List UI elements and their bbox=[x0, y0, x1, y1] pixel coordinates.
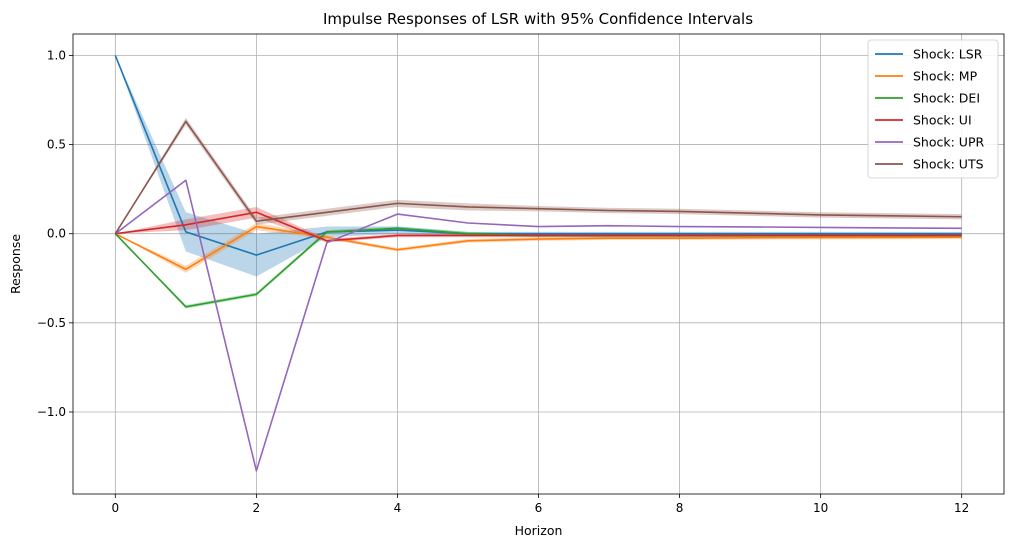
y-axis-label: Response bbox=[8, 234, 23, 294]
grid bbox=[73, 34, 1004, 494]
y-tick-label: −1.0 bbox=[37, 405, 66, 419]
axis-ticks: 0 2 4 6 8 10 12 −1.0 −0.5 0.0 0.5 1.0 bbox=[37, 48, 969, 515]
legend-label-mp: Shock: MP bbox=[913, 69, 978, 84]
y-tick-label: 0.5 bbox=[47, 138, 66, 152]
legend-label-dei: Shock: DEI bbox=[913, 91, 980, 106]
series-line-lsr bbox=[114, 55, 962, 256]
y-tick-label: −0.5 bbox=[37, 316, 66, 330]
band-uts bbox=[115, 117, 962, 234]
x-tick-label: 12 bbox=[954, 501, 969, 515]
chart-title: Impulse Responses of LSR with 95% Confid… bbox=[323, 10, 753, 28]
band-lsr bbox=[115, 55, 962, 277]
x-axis-label: Horizon bbox=[515, 523, 563, 538]
x-tick-label: 10 bbox=[813, 501, 828, 515]
series-line-ui bbox=[115, 211, 962, 242]
x-tick-label: 4 bbox=[394, 501, 402, 515]
x-tick-label: 0 bbox=[111, 501, 119, 515]
series-lines bbox=[114, 55, 962, 472]
legend: Shock: LSR Shock: MP Shock: DEI Shock: UI Sh… bbox=[867, 39, 999, 179]
series-line-upr bbox=[114, 179, 962, 472]
y-tick-label: 1.0 bbox=[47, 48, 66, 62]
y-tick-label: 0.0 bbox=[47, 227, 66, 241]
x-tick-label: 8 bbox=[676, 501, 684, 515]
series-line-mp bbox=[114, 225, 962, 271]
legend-box bbox=[867, 39, 999, 179]
legend-label-uts: Shock: UTS bbox=[913, 157, 984, 172]
legend-label-upr: Shock: UPR bbox=[913, 135, 984, 150]
series-line-uts bbox=[114, 120, 962, 235]
legend-label-lsr: Shock: LSR bbox=[913, 47, 983, 62]
x-tick-label: 2 bbox=[253, 501, 261, 515]
x-tick-label: 6 bbox=[535, 501, 543, 515]
legend-label-ui: Shock: UI bbox=[913, 113, 972, 128]
band-mp bbox=[115, 222, 962, 273]
